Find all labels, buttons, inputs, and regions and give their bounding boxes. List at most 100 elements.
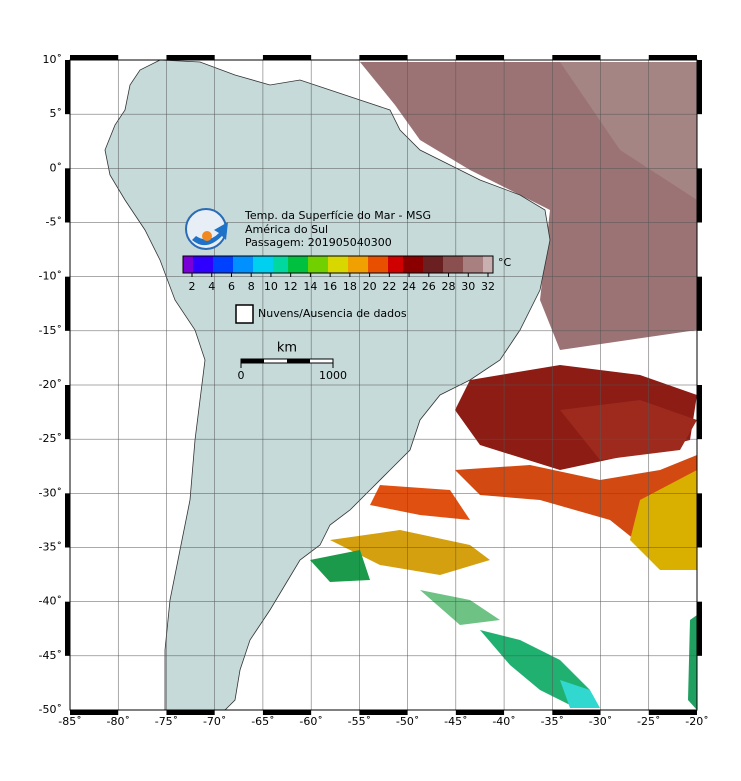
colorbar-unit: °C	[498, 256, 512, 269]
scale-unit: km	[277, 341, 297, 356]
colorbar-cell	[433, 256, 439, 273]
colorbar-tick-label: 26	[422, 280, 436, 293]
frame-bar	[65, 601, 70, 656]
colorbar-cell	[228, 256, 234, 273]
colorbar-tick-label: 16	[323, 280, 337, 293]
colorbar-cell	[353, 256, 359, 273]
colorbar-cell	[203, 256, 209, 273]
frame-bar	[697, 276, 702, 331]
colorbar-cell	[278, 256, 284, 273]
colorbar-cell	[193, 256, 199, 273]
scale-tick-label: 1000	[319, 369, 347, 382]
colorbar-cell	[388, 256, 394, 273]
colorbar-tick-label: 2	[189, 280, 196, 293]
colorbar-cell	[393, 256, 399, 273]
frame-bar	[697, 60, 702, 115]
colorbar-cell	[258, 256, 264, 273]
frame-bar	[359, 710, 408, 715]
lon-tick-label: -35˚	[541, 715, 564, 728]
frame-bar	[697, 601, 702, 656]
colorbar-cell	[323, 256, 329, 273]
colorbar-cell	[378, 256, 384, 273]
colorbar-cell	[328, 256, 334, 273]
colorbar-cell	[198, 256, 204, 273]
legend-swatch	[235, 304, 254, 324]
colorbar-cell	[208, 256, 214, 273]
frame-bar	[70, 710, 119, 715]
lat-tick-label: -30˚	[39, 486, 62, 499]
frame-bar	[455, 710, 505, 715]
frame-bar	[65, 276, 70, 331]
colorbar-cell	[333, 256, 339, 273]
colorbar-cell	[218, 256, 224, 273]
frame-bar	[552, 55, 601, 60]
lat-tick-label: -10˚	[39, 270, 62, 283]
lat-tick-label: -5˚	[46, 216, 62, 229]
frame-bar	[648, 710, 697, 715]
colorbar-cell	[308, 256, 314, 273]
colorbar-cell	[183, 256, 189, 273]
frame-bar	[262, 55, 312, 60]
colorbar-cell	[458, 256, 464, 273]
frame-bar	[262, 710, 312, 715]
colorbar-cell	[453, 256, 459, 273]
colorbar-tick-label: 12	[284, 280, 298, 293]
colorbar-cell	[473, 256, 479, 273]
frame-bar	[697, 385, 702, 440]
colorbar-cell	[243, 256, 249, 273]
lon-tick-label: -70˚	[203, 715, 226, 728]
colorbar-cell	[283, 256, 289, 273]
colorbar-cell	[408, 256, 414, 273]
lat-tick-label: 0˚	[50, 161, 63, 174]
colorbar-cell	[238, 256, 244, 273]
colorbar-cell	[403, 256, 409, 273]
colorbar-cell	[188, 256, 194, 273]
frame-bar	[70, 55, 119, 60]
lon-tick-label: -65˚	[251, 715, 274, 728]
colorbar-cell	[383, 256, 389, 273]
colorbar-cell	[368, 256, 374, 273]
colorbar-cell	[418, 256, 424, 273]
colorbar-cell	[463, 256, 469, 273]
colorbar-cell	[413, 256, 419, 273]
colorbar-cell	[213, 256, 219, 273]
colorbar-cell	[268, 256, 274, 273]
colorbar-tick-label: 28	[442, 280, 456, 293]
colorbar-cell	[373, 256, 379, 273]
lon-tick-label: -80˚	[106, 715, 129, 728]
colorbar-cell	[438, 256, 444, 273]
frame-bar	[65, 168, 70, 223]
lon-tick-label: -75˚	[155, 715, 178, 728]
frame-bar	[65, 493, 70, 548]
colorbar-tick-label: 14	[303, 280, 317, 293]
lon-tick-label: -55˚	[348, 715, 371, 728]
colorbar-cell	[288, 256, 294, 273]
frame-bar	[359, 55, 408, 60]
colorbar-cell	[428, 256, 434, 273]
colorbar-cell	[303, 256, 309, 273]
colorbar-cell	[313, 256, 319, 273]
region: América do Sul	[245, 223, 328, 236]
colorbar-cell	[338, 256, 344, 273]
colorbar-cell	[348, 256, 354, 273]
frame-bar	[65, 385, 70, 440]
frame-bar	[697, 493, 702, 548]
colorbar-tick-label: 32	[481, 280, 495, 293]
frame-bar	[455, 55, 505, 60]
scale-bar	[240, 358, 334, 364]
colorbar-cell	[343, 256, 349, 273]
colorbar-cell	[363, 256, 369, 273]
title: Temp. da Superfície do Mar - MSG	[244, 209, 431, 222]
lon-tick-label: -20˚	[685, 715, 708, 728]
lon-tick-label: -85˚	[58, 715, 81, 728]
lat-tick-label: 5˚	[50, 107, 63, 120]
pass-time: Passagem: 201905040300	[245, 236, 392, 249]
colorbar-frame	[182, 255, 494, 274]
lon-tick-label: -25˚	[637, 715, 660, 728]
lon-tick-label: -60˚	[299, 715, 322, 728]
colorbar-cell	[398, 256, 404, 273]
colorbar-cell	[423, 256, 429, 273]
lat-tick-label: -45˚	[39, 649, 62, 662]
